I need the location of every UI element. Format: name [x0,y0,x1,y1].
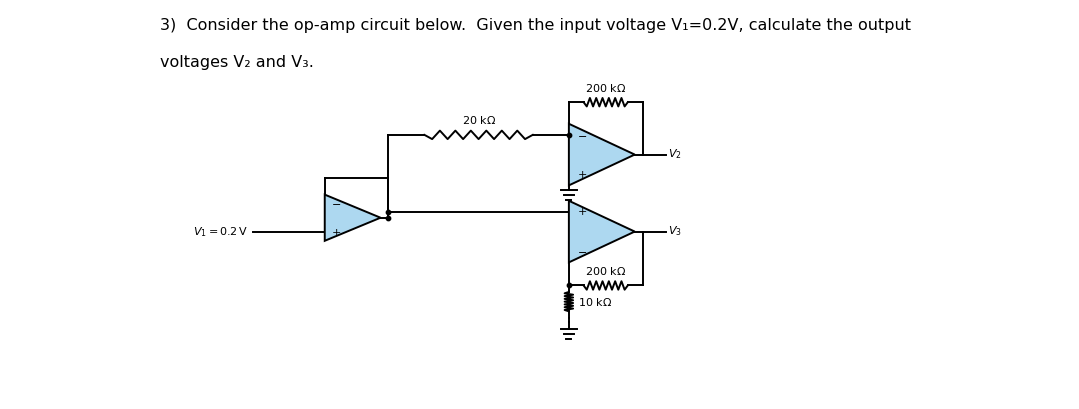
Text: 200 k$\Omega$: 200 k$\Omega$ [585,82,626,94]
Polygon shape [569,124,634,185]
Text: 200 k$\Omega$: 200 k$\Omega$ [585,265,626,277]
Text: voltages V₂ and V₃.: voltages V₂ and V₃. [160,55,314,70]
Text: $+$: $+$ [577,207,587,217]
Text: $+$: $+$ [577,169,587,180]
Text: $-$: $-$ [577,130,587,140]
Text: $-$: $-$ [331,198,342,208]
Polygon shape [325,195,381,241]
Text: $V_1 = 0.2\,\mathrm{V}$: $V_1 = 0.2\,\mathrm{V}$ [193,226,248,239]
Text: $V_3$: $V_3$ [668,225,682,238]
Text: 3)  Consider the op-amp circuit below.  Given the input voltage V₁=0.2V, calcula: 3) Consider the op-amp circuit below. Gi… [160,18,911,34]
Text: 10 k$\Omega$: 10 k$\Omega$ [578,296,612,308]
Text: $V_2$: $V_2$ [668,148,682,162]
Polygon shape [569,201,634,262]
Text: 20 k$\Omega$: 20 k$\Omega$ [462,115,495,126]
Text: $+$: $+$ [331,227,342,238]
Text: $-$: $-$ [577,246,587,256]
